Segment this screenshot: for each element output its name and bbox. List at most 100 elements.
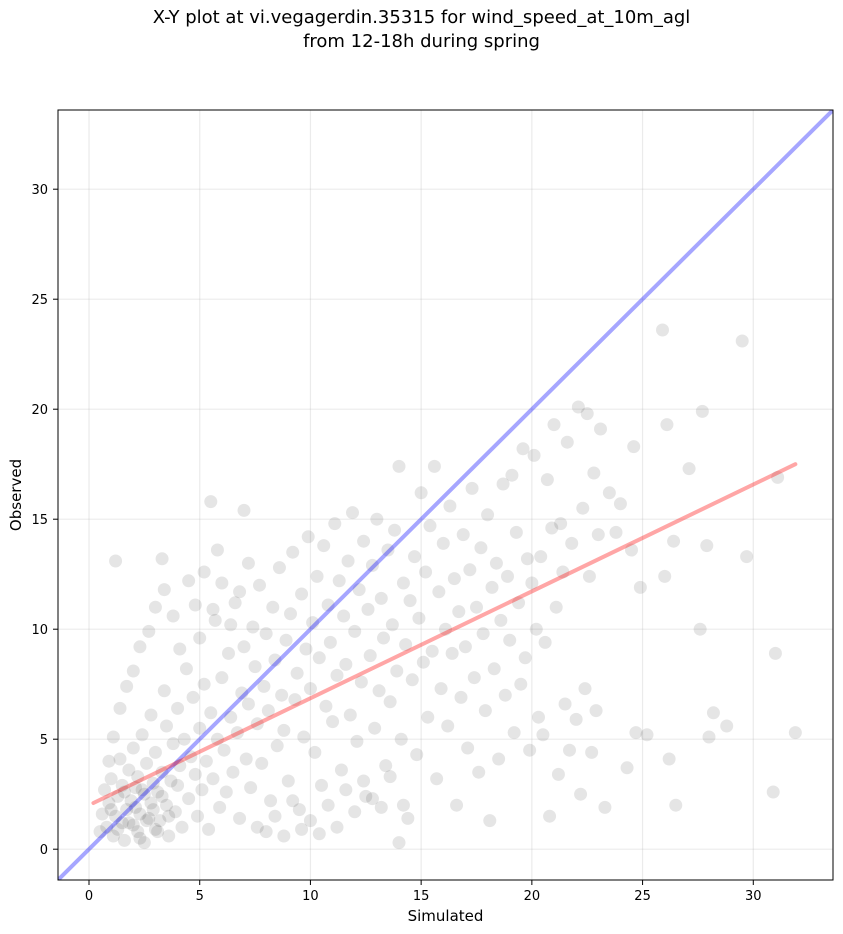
data-point: [483, 814, 497, 828]
trend-lines: [58, 110, 833, 880]
data-point: [197, 565, 211, 579]
data-point: [662, 752, 676, 766]
data-point: [224, 710, 238, 724]
data-point: [543, 809, 557, 823]
data-point: [505, 468, 519, 482]
data-point: [120, 803, 134, 817]
data-point: [184, 750, 198, 764]
x-tick-label: 5: [196, 889, 204, 904]
data-point: [706, 706, 720, 720]
data-point: [166, 609, 180, 623]
data-point: [660, 418, 674, 432]
data-point: [106, 829, 120, 843]
data-point: [372, 684, 386, 698]
data-point: [682, 462, 696, 476]
grid: [58, 110, 833, 880]
data-point: [104, 772, 118, 786]
data-point: [536, 728, 550, 742]
data-point: [202, 822, 216, 836]
data-point: [383, 695, 397, 709]
data-point: [357, 774, 371, 788]
data-point: [140, 756, 154, 770]
data-point: [137, 787, 151, 801]
data-point: [219, 785, 233, 799]
data-point: [620, 761, 634, 775]
data-point: [430, 772, 444, 786]
data-point: [551, 767, 565, 781]
data-point: [135, 728, 149, 742]
data-point: [529, 622, 543, 636]
data-point: [104, 803, 118, 817]
data-point: [326, 715, 340, 729]
data-point: [151, 785, 165, 799]
data-point: [281, 774, 295, 788]
data-point: [135, 783, 149, 797]
data-point: [563, 743, 576, 757]
data-point: [396, 798, 410, 812]
data-point: [365, 558, 379, 572]
data-point: [352, 583, 366, 597]
data-point: [332, 574, 346, 588]
data-point: [702, 730, 716, 744]
data-point: [589, 704, 603, 718]
data-point: [215, 576, 229, 590]
data-point: [188, 598, 202, 612]
data-point: [290, 666, 304, 680]
data-point: [292, 803, 306, 817]
data-point: [321, 598, 335, 612]
data-point: [113, 752, 127, 766]
data-point: [270, 739, 284, 753]
y-tick-label: 5: [40, 733, 48, 748]
data-point: [788, 726, 802, 740]
data-point: [148, 600, 162, 614]
data-point: [392, 836, 406, 850]
data-point: [206, 602, 220, 616]
data-point: [478, 704, 492, 718]
data-point: [565, 536, 579, 550]
data-point: [359, 789, 373, 803]
y-tick-label: 25: [31, 293, 48, 308]
data-point: [117, 833, 131, 847]
data-point: [133, 831, 147, 845]
data-point: [230, 726, 244, 740]
data-point: [303, 682, 317, 696]
data-point: [301, 530, 315, 544]
data-point: [179, 662, 193, 676]
data-point: [113, 701, 127, 715]
data-point: [210, 732, 224, 746]
data-point: [571, 400, 585, 414]
data-point: [594, 422, 607, 436]
regression-line: [91, 462, 798, 805]
data-point: [148, 745, 162, 759]
data-point: [160, 719, 173, 733]
data-point: [399, 638, 413, 652]
data-point: [421, 710, 435, 724]
data-point: [253, 578, 266, 592]
data-point: [124, 794, 138, 808]
data-point: [658, 569, 672, 583]
data-point: [210, 543, 224, 557]
data-point: [173, 642, 187, 656]
data-point: [317, 539, 331, 553]
x-tick-label: 25: [634, 889, 651, 904]
data-point: [540, 473, 554, 487]
data-point: [126, 818, 140, 832]
data-point: [133, 640, 147, 654]
data-point: [155, 552, 169, 566]
data-point: [481, 508, 495, 522]
data-point: [239, 752, 253, 766]
data-point: [100, 820, 114, 834]
data-point: [401, 811, 415, 825]
y-tick-label: 15: [31, 513, 48, 528]
data-point: [501, 569, 514, 583]
data-point: [330, 668, 344, 682]
data-point: [768, 646, 782, 660]
data-point: [558, 697, 572, 711]
data-point: [182, 792, 196, 806]
data-point: [182, 574, 196, 588]
data-point: [272, 561, 286, 575]
y-tick-label: 30: [31, 183, 48, 198]
data-point: [361, 602, 375, 616]
data-point: [268, 653, 282, 667]
